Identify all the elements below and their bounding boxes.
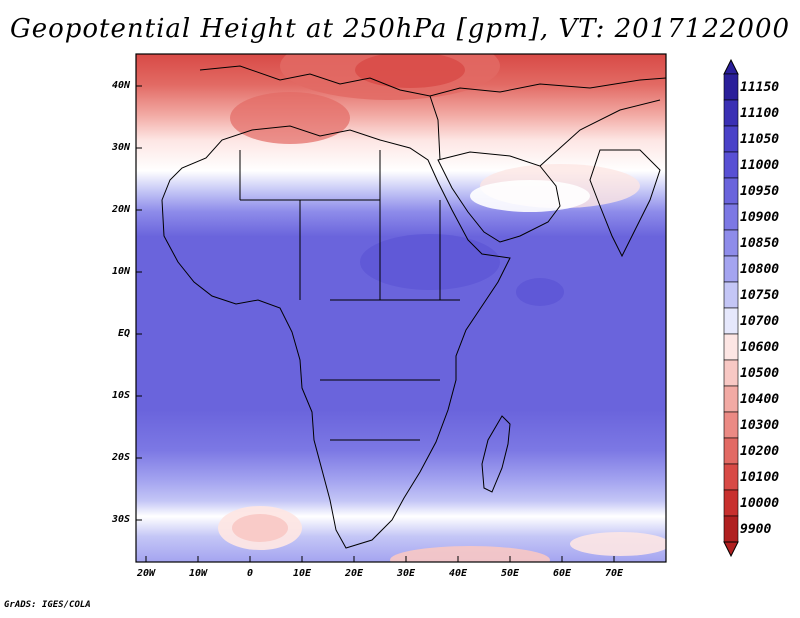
lon-label: 10W (188, 568, 208, 579)
axis-ticks (136, 85, 615, 562)
colorbar-swatch (723, 489, 739, 517)
colorbar-swatch (723, 515, 739, 543)
colorbar-label: 10500 (740, 366, 780, 381)
colorbar-swatch (723, 437, 739, 465)
lon-label: 60E (552, 568, 572, 579)
colorbar-swatch (723, 229, 739, 257)
colorbar-label: 10400 (740, 392, 780, 407)
colorbar-arrow-bottom (723, 541, 739, 558)
colorbar-swatch (723, 385, 739, 413)
lon-label: 0 (246, 568, 254, 579)
colorbar-swatch (723, 411, 739, 439)
colorbar-swatch (723, 333, 739, 361)
colorbar-label: 10000 (740, 496, 780, 511)
colorbar-label: 11100 (740, 106, 780, 121)
colorbar-label: 10600 (740, 340, 780, 355)
lat-label: 40N (111, 80, 130, 91)
colorbar-label: 10900 (740, 210, 780, 225)
colorbar-swatch (723, 307, 739, 335)
colorbar-swatch (723, 73, 739, 101)
colorbar-label: 10300 (740, 418, 780, 433)
colorbar-swatch (723, 281, 739, 309)
coastlines (161, 65, 666, 549)
lat-label: 10S (111, 390, 130, 401)
lat-label: 10N (111, 266, 130, 277)
lat-label: 20N (111, 204, 130, 215)
colorbar-swatch (723, 255, 739, 283)
colorbar-swatch (723, 151, 739, 179)
colorbar-label: 10850 (740, 236, 780, 251)
lon-label: 20W (136, 568, 156, 579)
colorbar-label: 10800 (740, 262, 780, 277)
colorbar-swatch (723, 125, 739, 153)
colorbar-swatch (723, 463, 739, 491)
colorbar-swatch (723, 203, 739, 231)
colorbar-label: 11000 (740, 158, 780, 173)
lon-label: 40E (448, 568, 468, 579)
map-frame (135, 53, 667, 563)
map-title: Geopotential Height at 250hPa [gpm], VT:… (9, 14, 791, 44)
colorbar-swatch (723, 359, 739, 387)
colorbar-label: 11150 (740, 80, 780, 95)
lat-label: 30N (111, 142, 130, 153)
colorbar-label: 10750 (740, 288, 780, 303)
lat-label: EQ (117, 328, 130, 339)
colorbar-label: 10200 (740, 444, 780, 459)
lat-label: 30S (111, 514, 130, 525)
lon-label: 30E (396, 568, 416, 579)
lon-label: 20E (344, 568, 364, 579)
colorbar-label: 9900 (740, 522, 772, 537)
lat-label: 20S (111, 452, 130, 463)
colorbar-label: 10100 (740, 470, 780, 485)
credit-label: GrADS: IGES/COLA (4, 600, 91, 610)
height-field (136, 54, 666, 562)
colorbar-label: 11050 (740, 132, 780, 147)
colorbar (723, 58, 739, 558)
colorbar-swatch (723, 99, 739, 127)
lon-label: 10E (292, 568, 312, 579)
colorbar-label: 10950 (740, 184, 780, 199)
colorbar-arrow-top (723, 58, 739, 75)
colorbar-swatch (723, 177, 739, 205)
colorbar-label: 10700 (740, 314, 780, 329)
lon-label: 70E (604, 568, 624, 579)
lon-label: 50E (500, 568, 520, 579)
